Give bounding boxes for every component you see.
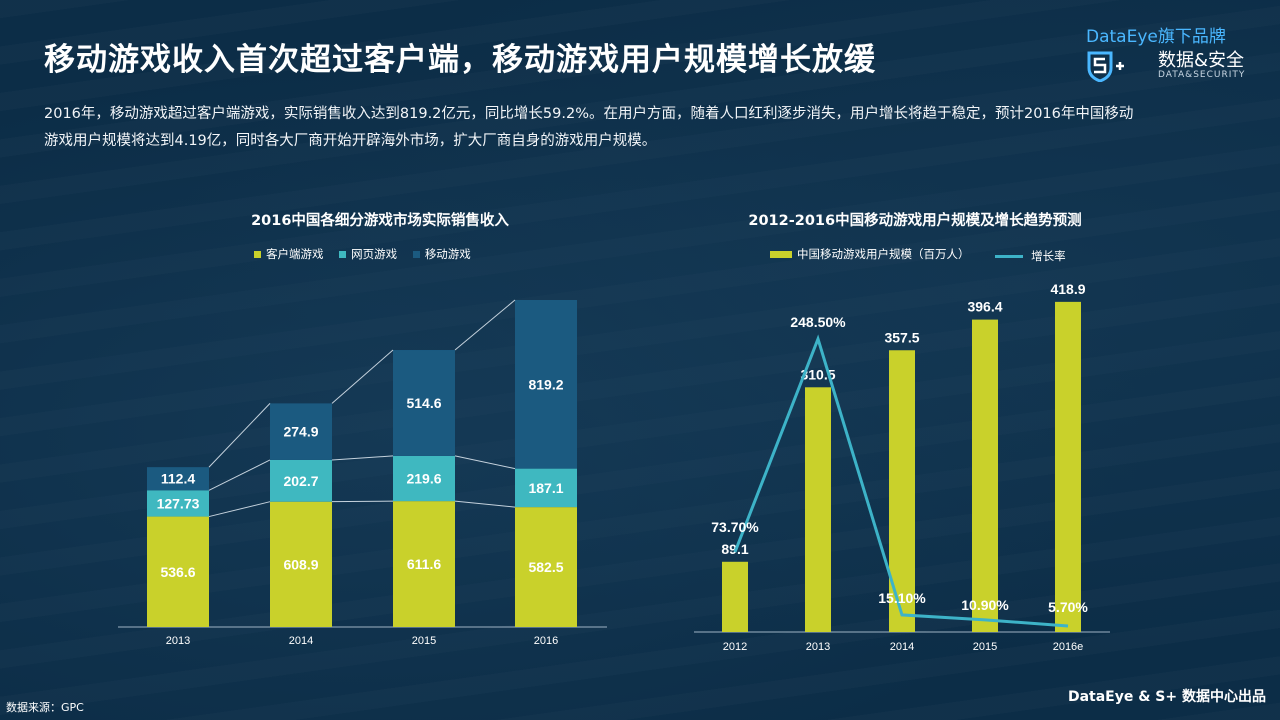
series-connector xyxy=(454,455,516,470)
series-connector xyxy=(331,455,394,461)
chart2-title: 2012-2016中国移动游戏用户规模及增长趋势预测 xyxy=(748,213,1082,229)
x-tick-label: 2012 xyxy=(723,641,747,653)
chart1-title: 2016中国各细分游戏市场实际销售收入 xyxy=(251,213,509,229)
bar-data-label: 418.9 xyxy=(1050,281,1085,297)
series-connector xyxy=(208,501,271,518)
data-label: 127.73 xyxy=(157,495,200,511)
chart1-legend: 客户端游戏 网页游戏 移动游戏 xyxy=(254,246,483,262)
legend-item-mobile: 移动游戏 xyxy=(412,246,471,262)
series-connector xyxy=(454,299,516,351)
data-label: 582.5 xyxy=(528,559,563,575)
line-data-label: 73.70% xyxy=(711,519,759,535)
x-tick-label: 2015 xyxy=(973,641,997,653)
bar-segment xyxy=(515,507,577,627)
legend-label: 移动游戏 xyxy=(424,247,471,261)
bar-segment xyxy=(270,403,332,460)
line-data-label: 10.90% xyxy=(961,597,1009,613)
data-label: 274.9 xyxy=(283,424,318,440)
bar-segment xyxy=(270,459,332,502)
data-label: 536.6 xyxy=(160,564,195,580)
legend-item-users: 中国移动游戏用户规模（百万人） xyxy=(770,246,970,262)
bar-segment xyxy=(393,350,455,456)
line-data-label: 248.50% xyxy=(790,314,846,330)
bar-segment xyxy=(515,300,577,469)
stacked-bar-chart: 536.6 127.73 112.4 2013 608.9 202.7 274.9 2014 6… xyxy=(118,299,607,647)
bar-segment xyxy=(147,490,209,517)
chart2-legend: 中国移动游戏用户规模（百万人） 增长率 xyxy=(770,246,1078,264)
bar-data-label: 357.5 xyxy=(884,329,919,345)
x-tick-label: 2014 xyxy=(890,641,914,653)
legend-label: 客户端游戏 xyxy=(266,247,324,261)
data-label: 611.6 xyxy=(407,556,441,572)
legend-label: 网页游戏 xyxy=(351,247,398,261)
x-tick-label: 2013 xyxy=(166,635,190,647)
logo-brand-line3: DATA&SECURITY xyxy=(1158,70,1246,80)
data-label: 219.6 xyxy=(406,471,441,487)
logo-brand-line2: 数据&安全 xyxy=(1158,50,1245,71)
line-data-label: 15.10% xyxy=(878,590,926,606)
page-description: 2016年，移动游戏超过客户端游戏，实际销售收入达到819.2亿元，同比增长59… xyxy=(44,106,1134,149)
legend-item-growth: 增长率 xyxy=(995,248,1066,264)
x-tick-label: 2016e xyxy=(1053,641,1084,653)
legend-item-client: 客户端游戏 xyxy=(254,246,324,262)
bar-segment xyxy=(393,501,455,627)
legend-item-web: 网页游戏 xyxy=(339,246,397,262)
s-plus-shield-icon xyxy=(1087,51,1124,82)
series-connector xyxy=(331,500,394,503)
credit-text: DataEye & S+ 数据中心出品 xyxy=(1067,689,1266,705)
bar xyxy=(1055,301,1081,632)
bar-segment xyxy=(147,516,209,627)
legend-label: 中国移动游戏用户规模（百万人） xyxy=(797,247,970,261)
data-label: 819.2 xyxy=(528,376,563,392)
bar-segment xyxy=(393,455,455,502)
series-connector xyxy=(208,403,271,468)
x-tick-label: 2016 xyxy=(534,635,558,647)
x-tick-label: 2015 xyxy=(412,635,436,647)
brand-logo: DataEye旗下品牌 数据&安全 DATA&SECURITY xyxy=(1086,20,1266,82)
bar-segment xyxy=(270,501,332,627)
logo-brand-line1: DataEye旗下品牌 xyxy=(1086,27,1226,47)
data-source: 数据来源：GPC xyxy=(6,701,84,714)
bar-data-label: 396.4 xyxy=(967,299,1002,315)
series-connector xyxy=(454,500,516,508)
series-connector xyxy=(331,349,394,404)
bar xyxy=(805,387,831,632)
bar-line-combo-chart: 89.12012310.52013357.52014396.42015418.9… xyxy=(694,281,1110,653)
series-connector xyxy=(208,459,271,491)
data-label: 112.4 xyxy=(161,471,195,487)
growth-rate-line xyxy=(733,334,1069,628)
data-label: 514.6 xyxy=(406,395,441,411)
bar-segment xyxy=(147,467,209,491)
bar xyxy=(972,319,998,632)
data-label: 608.9 xyxy=(283,556,318,572)
x-tick-label: 2013 xyxy=(806,641,830,653)
data-label: 187.1 xyxy=(528,480,563,496)
line-data-label: 5.70% xyxy=(1048,599,1088,615)
bar xyxy=(722,561,748,632)
legend-label: 增长率 xyxy=(1031,249,1066,263)
page-title: 移动游戏收入首次超过客户端，移动游戏用户规模增长放缓 xyxy=(44,42,876,78)
x-tick-label: 2014 xyxy=(289,635,313,647)
bar-segment xyxy=(515,468,577,508)
data-label: 202.7 xyxy=(283,473,318,489)
